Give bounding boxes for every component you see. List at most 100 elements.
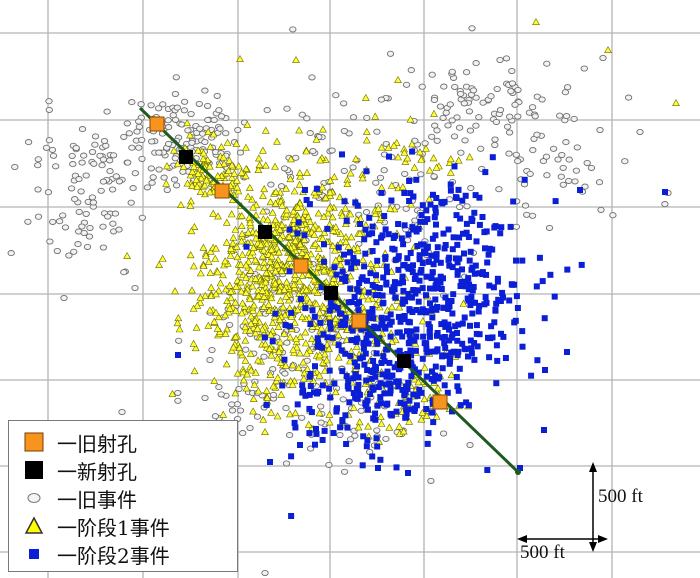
old-perforation-marker [214,183,230,199]
stage2-event-point [378,321,385,328]
old-event-point [201,138,209,146]
stage2-event-point [288,453,295,460]
stage1-event-point [246,251,255,259]
stage1-event-point [245,326,254,334]
stage2-event-point [355,387,362,394]
stage2-event-point [372,373,379,380]
old-event-point [97,187,105,194]
stage2-event-point [429,314,436,321]
stage1-event-point [221,329,230,337]
old-event-point [61,224,70,231]
stage2-event-point [440,275,446,282]
stage1-event-point [417,155,426,163]
old-event-point [477,145,485,152]
stage1-event-point [222,238,231,246]
old-event-point [59,212,67,219]
old-event-point [472,122,480,129]
stage1-event-point [212,244,220,252]
stage2-event-point [366,309,373,316]
stage2-event-point [454,259,461,266]
stage1-event-point [446,155,455,163]
stage2-event-point [469,287,476,294]
stage1-event-point [229,343,238,351]
stage1-event-point [315,409,324,417]
stage1-event-point [261,161,270,169]
old-event-point [135,118,143,125]
stage2-event-point [404,255,411,262]
old-event-point [402,205,410,212]
stage2-event-point [347,352,354,359]
stage2-event-point [341,251,347,258]
stage2-event-point [391,279,398,286]
stage2-event-point [536,254,543,261]
old-event-point [457,149,465,156]
stage1-event-point [254,387,263,395]
stage1-event-point [263,393,272,401]
old-event-point [217,391,225,398]
old-event-point [127,199,135,206]
stage2-event-point [344,259,351,266]
stage1-event-point [219,153,228,161]
old-event-point [563,84,572,91]
stage2-event-point [390,235,397,241]
stage2-event-point [339,275,346,282]
old-event-point [372,179,380,186]
stage1-event-point [459,299,468,307]
old-event-point [155,149,163,156]
stage1-event-point [310,188,319,196]
stage1-event-point [196,269,205,277]
stage1-event-point [273,373,282,381]
old-event-point [188,139,196,146]
stage1-event-point [285,232,294,240]
legend-item-old-events: 一旧事件 [23,485,137,512]
stage1-event-point [346,169,355,177]
old-event-point [184,127,192,134]
old-event-point [203,102,212,109]
stage1-event-point [238,250,247,258]
stage2-event-point [369,309,376,316]
old-event-point [170,176,179,183]
stage2-event-point [358,326,365,333]
stage2-event-point [393,408,400,415]
stage1-event-point [183,119,192,127]
new-perforation-marker [397,354,411,368]
stage2-event-point [356,391,363,398]
stage2-event-point [498,224,505,231]
stage1-event-point [196,187,205,195]
stage1-event-point [445,158,454,166]
stage1-event-point [338,211,347,219]
stage2-event-point [461,250,467,257]
stage1-event-point [189,262,198,270]
stage2-event-point [465,275,472,282]
legend-item-stage1-events: 一阶段1事件 [23,513,170,540]
stage2-event-point [454,241,461,248]
stage1-event-point [325,418,334,426]
stage2-event-point [377,380,384,387]
stage1-event-point [304,212,313,220]
stage2-event-point [354,259,360,266]
old-event-point [495,186,503,193]
stage2-event-point [379,292,386,299]
old-event-point [91,141,99,148]
horizontal-scale-arrow-right [598,535,608,543]
old-event-point [487,93,495,100]
old-event-point [125,130,133,137]
old-event-point [123,120,131,127]
old-event-point [382,435,390,442]
old-event-point [533,131,541,138]
stage1-event-point [296,332,305,340]
new-perforation-marker [258,225,272,239]
stage2-event-point [380,274,387,281]
stage1-event-point [223,138,232,146]
stage2-event-point [412,347,419,354]
stage1-event-point [417,415,426,423]
stage2-event-point [409,364,416,371]
stage1-event-point [319,125,327,133]
stage2-event-point [374,257,381,264]
stage1-event-point [302,251,311,259]
stage2-event-point [513,293,520,300]
stage2-event-point [399,300,406,307]
old-event-point [175,337,183,344]
stage2-event-point [421,340,428,347]
stage1-event-point [238,229,247,237]
